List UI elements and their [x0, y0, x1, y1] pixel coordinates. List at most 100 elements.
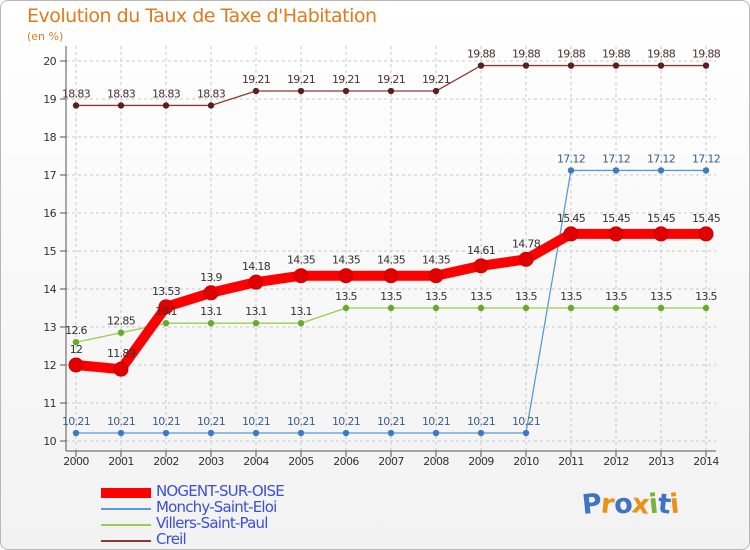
data-label: 15.45: [602, 212, 631, 225]
data-label: 19.21: [332, 73, 360, 86]
data-label: 19.88: [692, 48, 721, 61]
data-point: [567, 304, 575, 312]
data-point: [432, 429, 440, 437]
data-point: [612, 62, 620, 69]
legend-label: NOGENT-SUR-OISE: [156, 482, 285, 500]
x-tick-label: 2009: [468, 455, 494, 468]
data-point: [608, 226, 624, 242]
data-label: 13.53: [152, 285, 181, 298]
data-label: 10.21: [242, 415, 270, 428]
data-point: [567, 167, 575, 174]
data-label: 13.5: [695, 290, 717, 303]
data-label: 14.35: [332, 254, 361, 267]
y-tick-label: 11: [43, 397, 56, 410]
grid: [66, 46, 716, 451]
y-tick-label: 14: [43, 283, 56, 296]
data-label: 19.88: [557, 48, 586, 61]
legend-label: Villers-Saint-Paul: [156, 514, 268, 532]
data-point: [338, 268, 354, 284]
data-label: 14.78: [512, 237, 541, 250]
y-tick-label: 19: [43, 93, 56, 106]
data-point: [297, 87, 305, 95]
y-tick-label: 20: [43, 55, 56, 68]
x-tick-label: 2002: [153, 455, 179, 468]
data-label: 12.6: [65, 324, 87, 337]
data-label: 19.88: [467, 48, 496, 61]
data-label: 13.5: [380, 290, 402, 303]
data-label: 10.21: [152, 415, 180, 428]
y-tick-label: 10: [43, 435, 56, 448]
data-label: 13.5: [335, 290, 357, 303]
data-label: 10.21: [377, 415, 405, 428]
data-label: 13.5: [605, 290, 627, 303]
data-point: [563, 226, 579, 242]
data-point: [387, 87, 395, 95]
brand-logo: Proxiti: [580, 488, 680, 521]
data-label: 17.12: [692, 152, 720, 165]
legend-label: Creil: [156, 530, 187, 548]
data-point: [522, 304, 530, 312]
x-tick-label: 2005: [288, 455, 314, 468]
y-tick-label: 12: [43, 359, 56, 372]
data-label: 19.21: [287, 73, 315, 86]
data-point: [162, 429, 170, 437]
data-label: 14.35: [287, 254, 316, 267]
data-point: [387, 304, 395, 312]
data-label: 12: [70, 343, 83, 356]
data-point: [72, 102, 80, 109]
data-point: [522, 429, 530, 437]
data-label: 17.12: [557, 152, 585, 165]
data-label: 14.35: [377, 254, 406, 267]
data-point: [252, 320, 260, 327]
data-point: [383, 268, 399, 284]
legend-swatch: [101, 540, 151, 542]
data-label: 10.21: [422, 415, 450, 428]
data-label: 11.89: [107, 347, 136, 360]
axes: 10 11 12 13 14 15 16 17 18 19 20 2000 2001 2002 2003 20…: [43, 46, 720, 468]
legend-swatch: [101, 508, 151, 510]
x-tick-label: 2008: [423, 455, 449, 468]
data-point: [698, 226, 714, 242]
data-label: 13.1: [245, 305, 267, 318]
data-point: [72, 339, 80, 346]
y-tick-label: 13: [43, 321, 56, 334]
data-label: 14.61: [467, 244, 495, 257]
data-label: 13.5: [425, 290, 447, 303]
data-label: 10.21: [197, 415, 225, 428]
data-point: [518, 251, 534, 267]
data-label: 13.1: [290, 305, 312, 318]
data-label: 10.21: [467, 415, 495, 428]
data-point: [432, 87, 440, 95]
data-point: [432, 304, 440, 312]
data-label: 15.45: [557, 212, 586, 225]
data-point: [158, 299, 174, 315]
data-point: [522, 62, 530, 69]
data-point: [248, 274, 264, 290]
data-label: 19.21: [377, 73, 405, 86]
data-label: 15.45: [647, 212, 676, 225]
data-label: 13.1: [200, 305, 222, 318]
series-lines: [68, 62, 714, 437]
data-label: 14.35: [422, 254, 451, 267]
data-point: [387, 429, 395, 437]
data-point: [117, 102, 125, 109]
x-tick-label: 2004: [243, 455, 269, 468]
data-point: [207, 102, 215, 109]
data-labels: 12 11.89 13.53 13.9 14.18 14.35 14.35 14.35 14.3…: [62, 48, 721, 428]
data-point: [567, 62, 575, 69]
data-point: [477, 62, 485, 69]
data-label: 10.21: [107, 415, 135, 428]
data-label: 19.21: [242, 73, 270, 86]
y-tick-label: 18: [43, 131, 56, 144]
x-tick-label: 2003: [198, 455, 224, 468]
data-label: 18.83: [107, 87, 136, 100]
data-point: [252, 87, 260, 95]
x-tick-label: 2014: [693, 455, 719, 468]
data-label: 19.88: [602, 48, 631, 61]
data-point: [612, 304, 620, 312]
data-label: 13.5: [560, 290, 582, 303]
data-label: 13.5: [650, 290, 672, 303]
data-point: [297, 320, 305, 327]
data-label: 13.9: [200, 271, 222, 284]
data-label: 17.12: [602, 152, 630, 165]
